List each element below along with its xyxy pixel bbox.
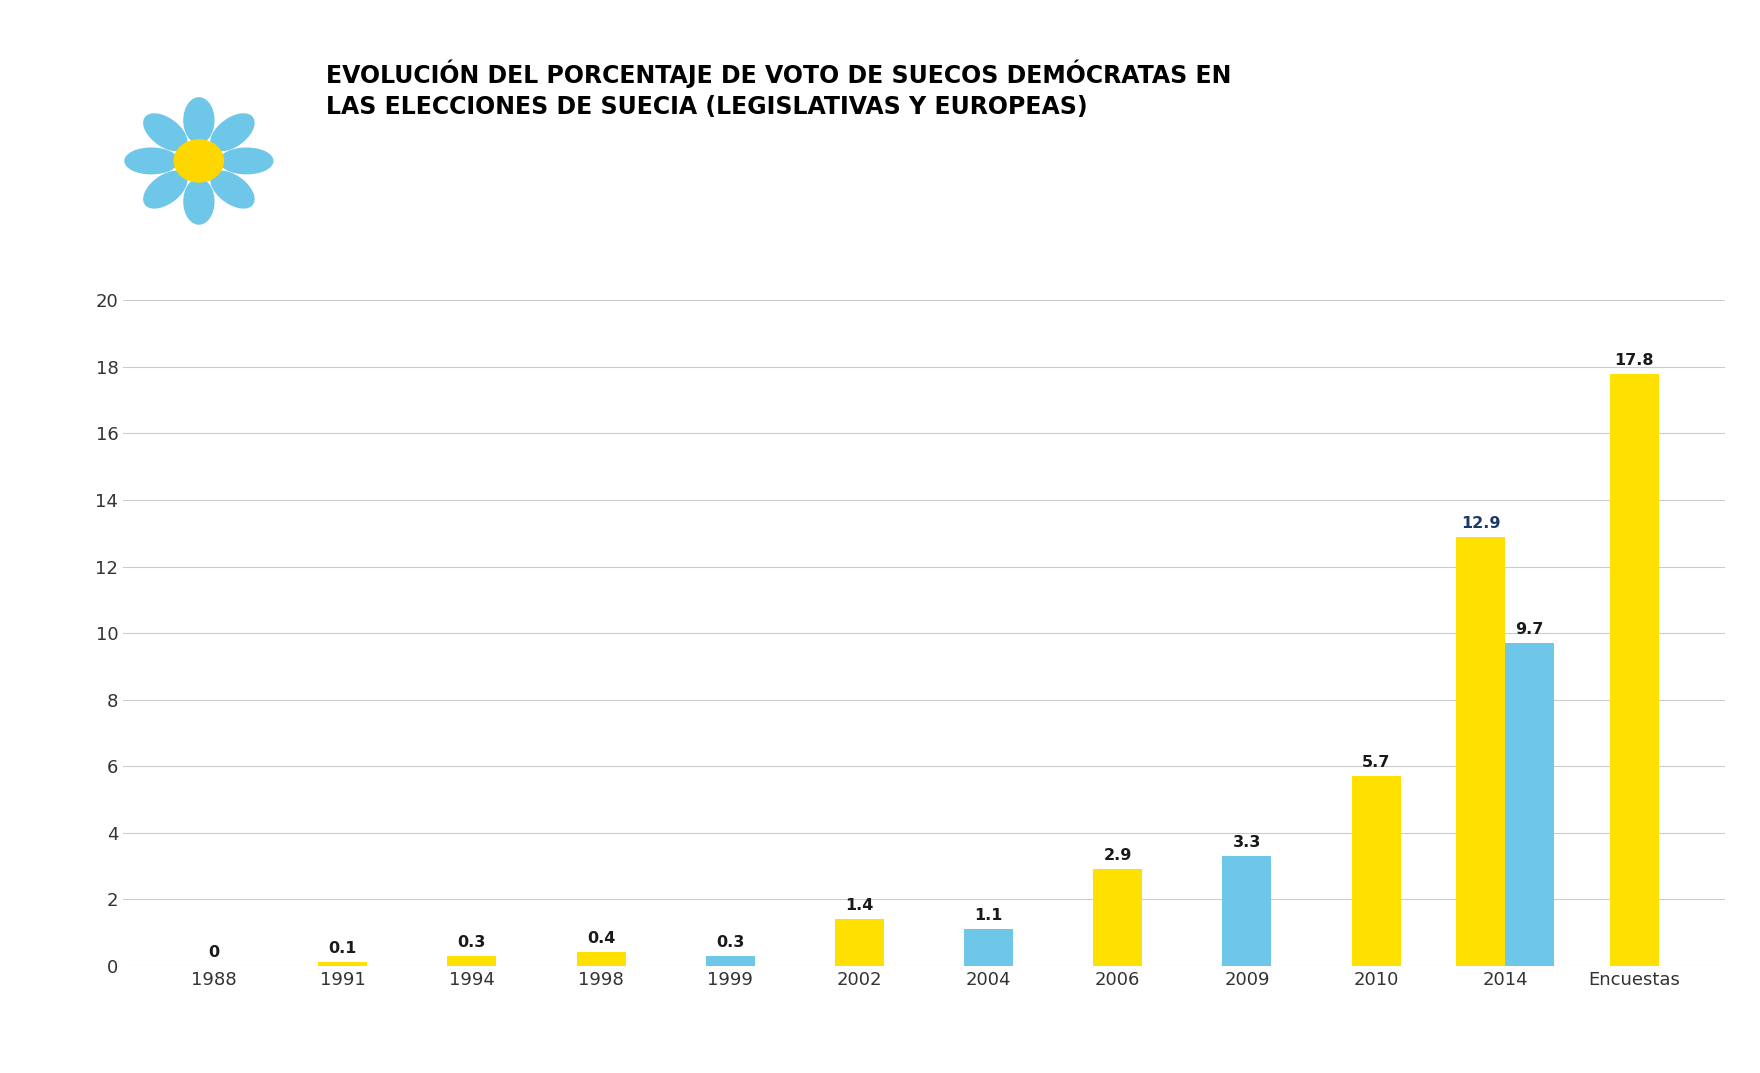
Legend: Legislativas, Europeas: Legislativas, Europeas [734, 1069, 1114, 1073]
Text: 0: 0 [208, 944, 220, 959]
Bar [1352, 776, 1401, 966]
Text: 17.8: 17.8 [1614, 353, 1654, 368]
Ellipse shape [211, 172, 253, 208]
Bar [1505, 643, 1554, 966]
Bar [1223, 856, 1271, 966]
Ellipse shape [125, 148, 178, 174]
Ellipse shape [144, 114, 187, 150]
Text: 2.9: 2.9 [1104, 849, 1132, 864]
Bar [1093, 869, 1142, 966]
Ellipse shape [220, 148, 273, 174]
Bar [447, 956, 496, 966]
Circle shape [174, 139, 224, 182]
Text: 3.3: 3.3 [1232, 835, 1262, 850]
Text: EVOLUCIÓN DEL PORCENTAJE DE VOTO DE SUECOS DEMÓCRATAS EN
LAS ELECCIONES DE SUECI: EVOLUCIÓN DEL PORCENTAJE DE VOTO DE SUEC… [326, 59, 1230, 119]
Bar [1456, 536, 1505, 966]
Bar [834, 920, 884, 966]
Text: 0.3: 0.3 [458, 935, 486, 950]
Ellipse shape [185, 98, 215, 143]
Text: 1.4: 1.4 [845, 898, 873, 913]
Text: 0.1: 0.1 [329, 941, 357, 956]
Text: 9.7: 9.7 [1515, 622, 1544, 637]
Bar [706, 956, 755, 966]
Text: 0.4: 0.4 [586, 931, 616, 946]
Text: 12.9: 12.9 [1461, 516, 1501, 531]
Text: 0.3: 0.3 [716, 935, 744, 950]
Ellipse shape [185, 179, 215, 224]
Bar [964, 929, 1014, 966]
Ellipse shape [144, 172, 187, 208]
Ellipse shape [211, 114, 253, 150]
Bar [319, 962, 368, 966]
Bar [1610, 373, 1660, 966]
Bar [577, 953, 625, 966]
Text: 5.7: 5.7 [1362, 755, 1390, 770]
Text: 1.1: 1.1 [975, 908, 1003, 923]
